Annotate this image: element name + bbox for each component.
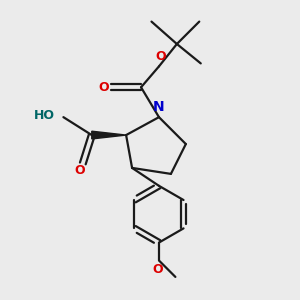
Text: O: O [152, 263, 163, 277]
Text: O: O [74, 164, 85, 176]
Polygon shape [92, 131, 126, 139]
Text: O: O [155, 50, 166, 63]
Text: HO: HO [34, 109, 55, 122]
Text: N: N [153, 100, 165, 114]
Text: O: O [98, 81, 109, 94]
